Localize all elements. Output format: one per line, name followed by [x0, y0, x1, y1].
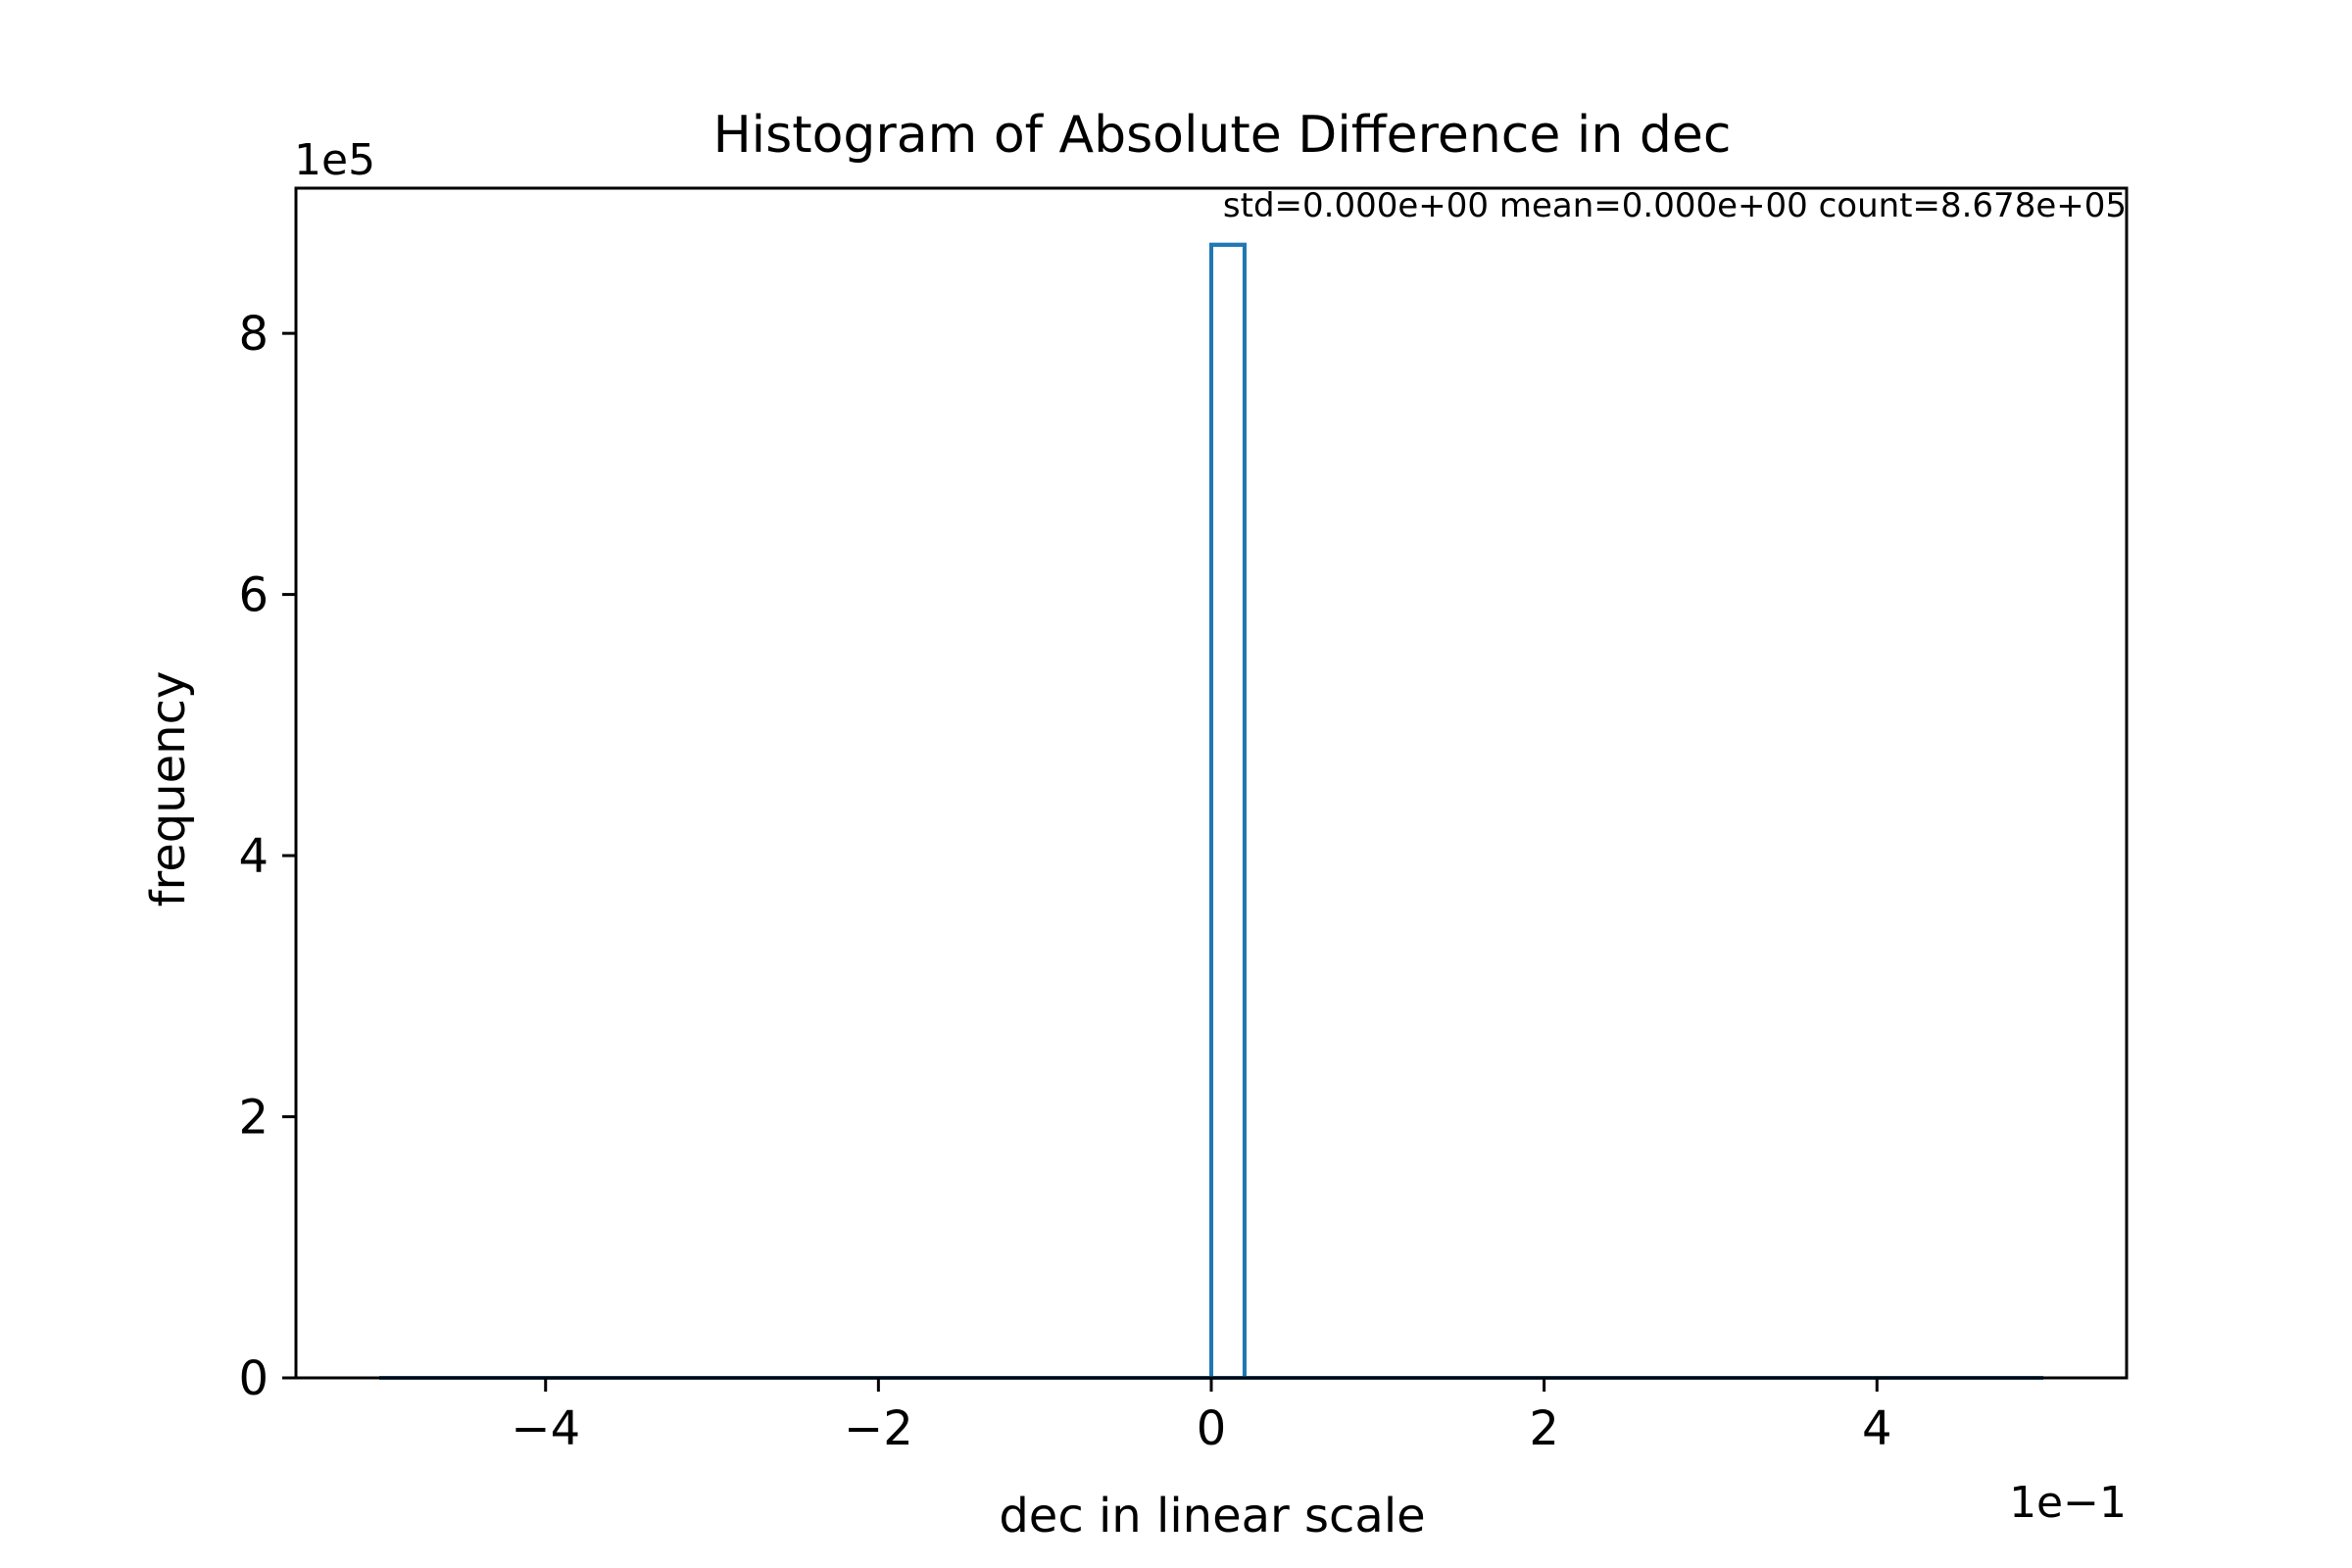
y-tick-label: 0	[238, 1351, 269, 1406]
x-tick-label: −4	[511, 1401, 580, 1456]
stats-annotation: std=0.000e+00 mean=0.000e+00 count=8.678…	[1223, 186, 2127, 225]
y-tick-label: 4	[238, 829, 269, 884]
y-tick-label: 8	[238, 307, 269, 362]
x-tick-label: 2	[1529, 1401, 1559, 1456]
y-axis-label: frequency	[141, 671, 196, 907]
x-offset-label: 1e−1	[2009, 1478, 2127, 1528]
chart-title: Histogram of Absolute Difference in dec	[713, 106, 1732, 165]
x-tick-label: −2	[844, 1401, 913, 1456]
x-tick-label: 4	[1862, 1401, 1892, 1456]
plot-area: −4 −2 0 2 4 0 2 4 6 8	[238, 186, 2129, 1456]
y-tick-label: 2	[238, 1091, 269, 1146]
y-offset-label: 1e5	[294, 135, 375, 185]
x-axis-label: dec in linear scale	[999, 1489, 1425, 1544]
y-tick-label: 6	[238, 568, 269, 623]
x-tick-label: 0	[1197, 1401, 1227, 1456]
